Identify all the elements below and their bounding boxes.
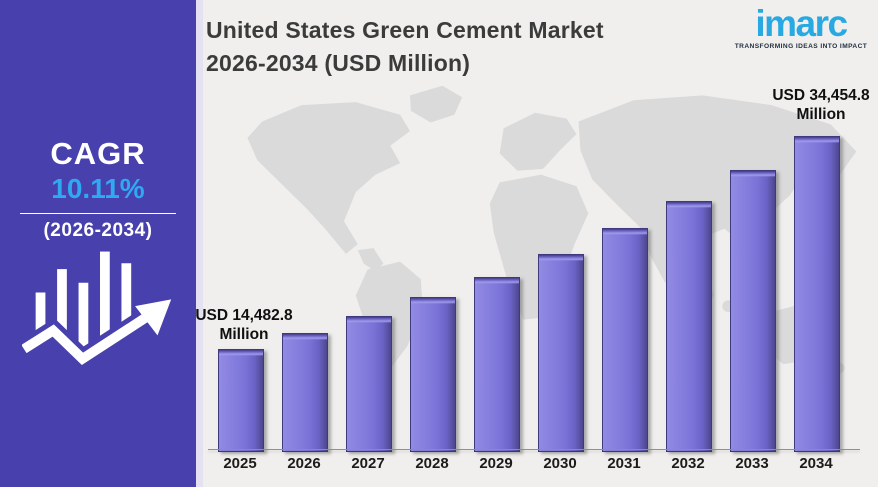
bar-2032 — [666, 201, 712, 452]
data-label-2025: USD 14,482.8 Million — [186, 306, 302, 345]
bar-2033 — [730, 170, 776, 452]
chart-title-line1: United States Green Cement Market — [206, 17, 604, 43]
cagr-label: CAGR — [50, 136, 146, 171]
data-label-2034-unit: Million — [796, 106, 846, 124]
x-tick-2028: 2028 — [415, 455, 449, 472]
x-tick-2029: 2029 — [479, 455, 513, 472]
cagr-sidebar: CAGR 10.11% (2026-2034) — [0, 0, 196, 487]
x-axis-line — [208, 449, 860, 450]
bar-2026 — [282, 333, 328, 452]
x-tick-2033: 2033 — [735, 455, 769, 472]
bar-2034 — [794, 136, 840, 452]
data-label-2025-value: USD 14,482.8 — [195, 307, 293, 324]
x-tick-2032: 2032 — [671, 455, 705, 472]
imarc-logo-text: imarc — [755, 3, 848, 44]
bar-2028 — [410, 297, 456, 452]
bar-2027 — [346, 316, 392, 452]
cagr-value: 10.11% — [51, 173, 145, 204]
bar-2030 — [538, 254, 584, 452]
bar-2025 — [218, 349, 264, 452]
chart-title-line2: 2026-2034 (USD Million) — [206, 49, 471, 76]
chart-title: United States Green Cement Market 2026-2… — [206, 14, 751, 79]
sidebar-edge-strip — [196, 0, 203, 487]
x-tick-2026: 2026 — [287, 455, 321, 472]
growth-chart-arrow-icon — [22, 251, 172, 372]
cagr-period: (2026-2034) — [43, 220, 153, 241]
x-tick-2030: 2030 — [543, 455, 577, 472]
x-tick-2025: 2025 — [223, 455, 257, 472]
cagr-block: CAGR 10.11% (2026-2034) — [0, 138, 196, 242]
x-tick-2034: 2034 — [799, 455, 833, 472]
imarc-logo: imarc TRANSFORMING IDEAS INTO IMPACT — [732, 3, 870, 51]
x-tick-2027: 2027 — [351, 455, 385, 472]
x-tick-2031: 2031 — [607, 455, 641, 472]
cagr-divider — [20, 213, 176, 214]
bar-2031 — [602, 228, 648, 452]
bar-2029 — [474, 277, 520, 452]
data-label-2034: USD 34,454.8 Million — [763, 86, 878, 125]
data-label-2025-unit: Million — [219, 326, 269, 344]
data-label-2034-value: USD 34,454.8 — [772, 87, 870, 104]
imarc-logo-tagline: TRANSFORMING IDEAS INTO IMPACT — [734, 43, 868, 51]
